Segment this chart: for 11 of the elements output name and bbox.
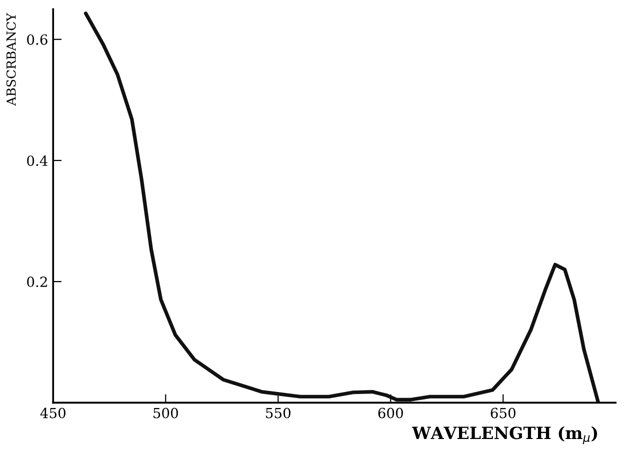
y-tick-label: 0.6 — [27, 34, 48, 45]
x-axis-title: WAVELENGTH (m$_{μ}$) — [412, 426, 598, 444]
y-tick-label: 0.2 — [27, 276, 47, 288]
x-tick-label: 600 — [378, 408, 403, 418]
line-series — [84, 12, 600, 403]
x-tick-label: 450 — [40, 408, 66, 418]
y-tick-label: 0.4 — [27, 155, 48, 166]
x-tick-label: 650 — [490, 408, 516, 418]
x-tick-label: 550 — [266, 408, 290, 418]
x-tick-label: 500 — [154, 408, 178, 418]
y-axis-title: ABSCRBANCY — [6, 12, 16, 106]
